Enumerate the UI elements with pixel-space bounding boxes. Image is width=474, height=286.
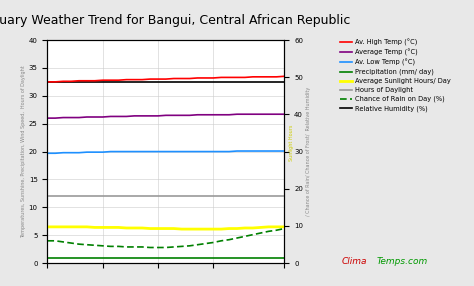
Legend: Av. High Temp (°C), Average Temp (°C), Av. Low Temp (°C), Precipitation (mm/ day: Av. High Temp (°C), Average Temp (°C), A… xyxy=(340,39,450,112)
Text: Sunlight Hours: Sunlight Hours xyxy=(289,125,294,161)
Text: Clima: Clima xyxy=(341,257,367,266)
Text: Temps.com: Temps.com xyxy=(377,257,428,266)
Text: January Weather Trend for Bangui, Central African Republic: January Weather Trend for Bangui, Centra… xyxy=(0,14,351,27)
Y-axis label: Temperatures, Sunshine, Precipitation, Wind Speed,  Hours of Daylight: Temperatures, Sunshine, Precipitation, W… xyxy=(21,65,26,238)
Y-axis label: / Chance of Rain/ Chance of Frost/  Relative Humidity: / Chance of Rain/ Chance of Frost/ Relat… xyxy=(306,87,311,216)
